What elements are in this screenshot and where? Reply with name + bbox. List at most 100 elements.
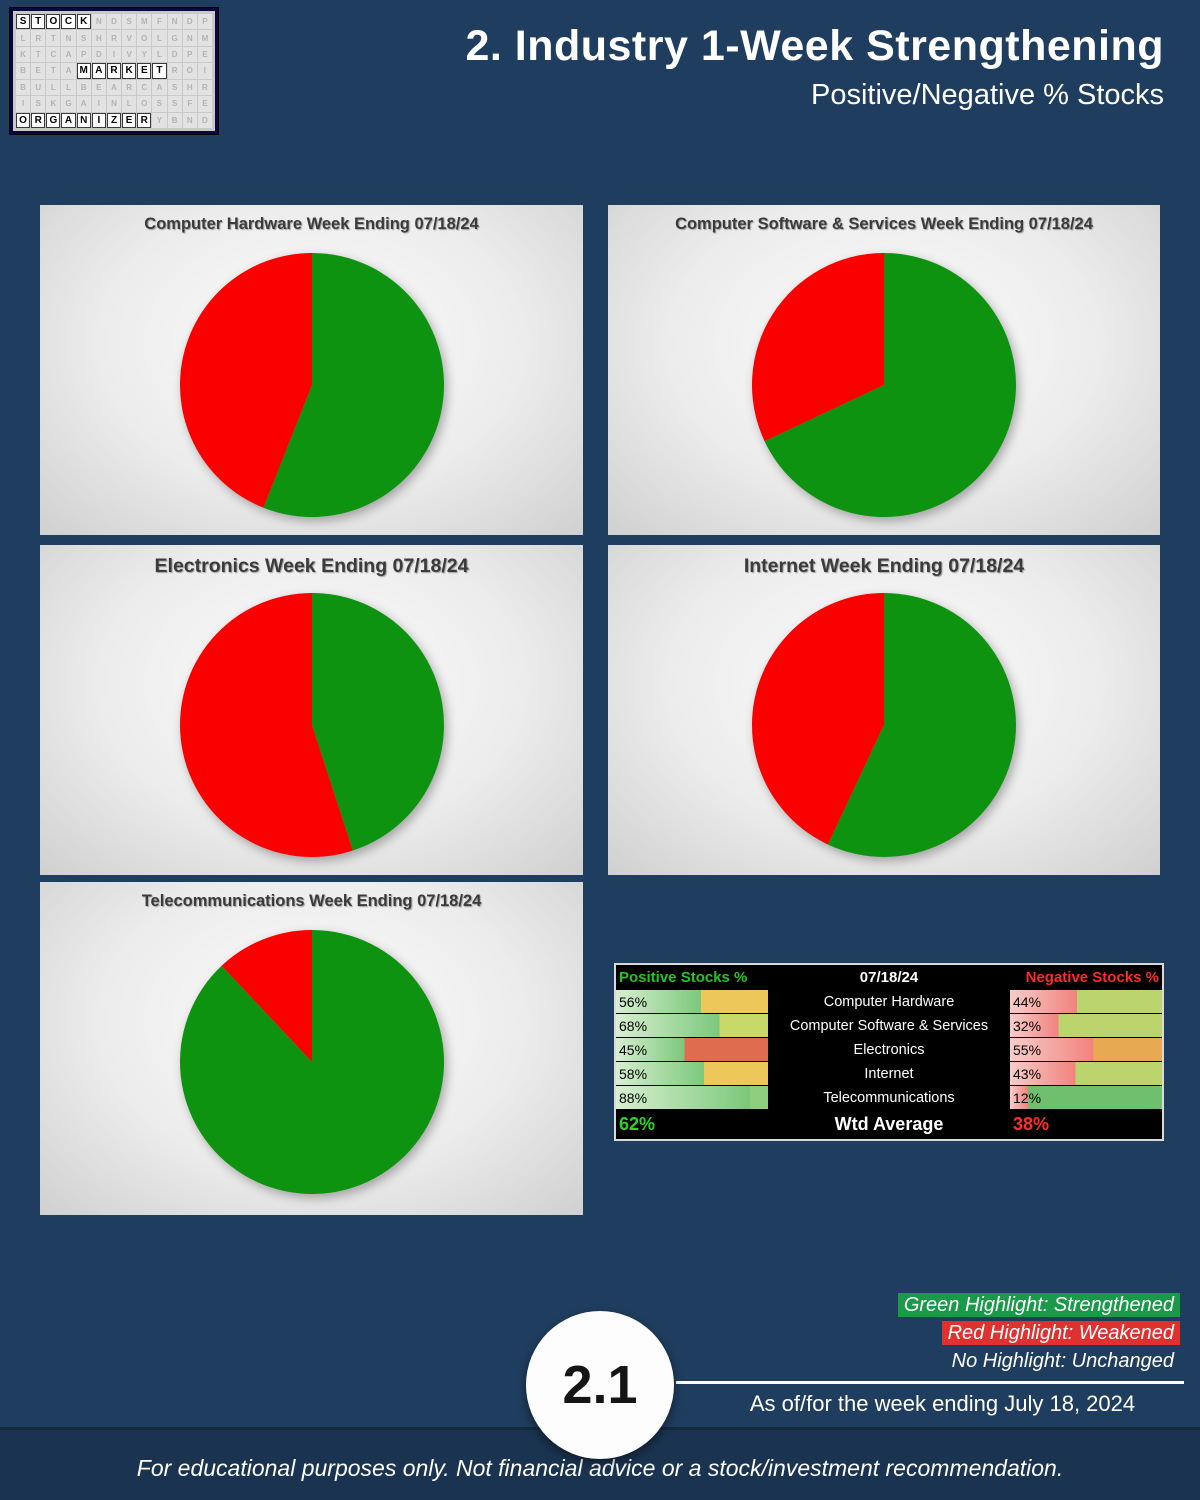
logo-filler-cell: D: [182, 14, 197, 30]
legend-text: Green Highlight: Strengthened: [897, 1293, 1180, 1317]
logo-filler-cell: C: [137, 79, 152, 96]
logo-letter-cell: S: [16, 14, 31, 30]
logo-letter-cell: R: [31, 112, 46, 128]
logo-filler-cell: D: [106, 14, 122, 30]
page-number: 2.1: [562, 1355, 638, 1415]
legend-text: Red Highlight: Weakened: [941, 1321, 1180, 1345]
logo-filler-cell: R: [122, 79, 137, 96]
logo-filler-cell: R: [197, 79, 212, 96]
legend-row: Red Highlight: Weakened: [898, 1321, 1180, 1345]
logo-filler-cell: D: [167, 46, 182, 63]
logo-filler-cell: B: [76, 79, 91, 96]
logo-filler-cell: P: [76, 46, 91, 63]
logo-filler-cell: G: [167, 30, 182, 46]
logo-filler-cell: S: [76, 30, 91, 46]
pie-slice-negative: [221, 930, 312, 1062]
logo-letter-cell: I: [91, 112, 106, 128]
logo-filler-cell: N: [182, 30, 197, 46]
logo-filler-cell: K: [16, 46, 31, 63]
logo-letter-cell: K: [76, 14, 91, 30]
industry-cell: Computer Software & Services: [769, 1014, 1009, 1037]
logo-filler-cell: L: [152, 46, 167, 63]
logo-filler-cell: V: [122, 46, 137, 63]
as-of-text: As of/for the week ending July 18, 2024: [749, 1391, 1136, 1416]
logo-filler-cell: S: [31, 96, 46, 112]
pie-panel: Electronics Week Ending 07/18/2455 ,45%6…: [40, 545, 583, 875]
logo-filler-cell: A: [152, 79, 167, 96]
table-row: 45% Electronics 55%: [616, 1038, 1162, 1061]
logo-filler-cell: B: [16, 63, 31, 79]
pie-slice-positive: [262, 253, 444, 517]
logo-filler-cell: L: [46, 79, 61, 96]
logo-filler-cell: N: [61, 30, 76, 46]
logo-filler-cell: N: [167, 14, 182, 30]
pie-panel: Computer Software & Services Week Ending…: [608, 205, 1160, 535]
pie-chart: [179, 930, 444, 1194]
pie-chart: [751, 593, 1016, 857]
logo-letter-cell: R: [106, 63, 122, 79]
logo-filler-cell: R: [31, 30, 46, 46]
logo-filler-cell: N: [182, 112, 197, 128]
negative-bar-cell: 55%: [1010, 1038, 1162, 1061]
logo-filler-cell: P: [197, 14, 212, 30]
chart-title: Computer Hardware Week Ending 07/18/24: [144, 215, 479, 233]
logo-filler-cell: R: [106, 30, 122, 46]
pie-slice-positive: [311, 593, 444, 851]
logo-filler-cell: L: [16, 30, 31, 46]
chart-title: Internet Week Ending 07/18/24: [743, 555, 1025, 577]
industry-cell: Electronics: [769, 1038, 1009, 1061]
pie-slice-negative: [179, 593, 353, 857]
logo-letter-cell: C: [61, 14, 76, 30]
logo-filler-cell: F: [182, 96, 197, 112]
logo-filler-cell: A: [61, 63, 76, 79]
chart-title: Electronics Week Ending 07/18/24: [154, 555, 469, 577]
logo-letter-cell: Z: [106, 112, 122, 128]
pie-slice-positive: [827, 593, 1016, 857]
logo-filler-cell: I: [91, 96, 106, 112]
table-row: 56% Computer Hardware 44%: [616, 990, 1162, 1013]
logo-filler-cell: Y: [137, 46, 152, 63]
logo-filler-cell: M: [197, 30, 212, 46]
logo-filler-cell: U: [31, 79, 46, 96]
pie-slice-positive: [179, 930, 444, 1194]
logo-filler-cell: T: [46, 63, 61, 79]
pie-slice-negative: [751, 593, 884, 845]
table-row: 68% Computer Software & Services 32%: [616, 1014, 1162, 1037]
logo-filler-cell: B: [16, 79, 31, 96]
page-subtitle: Positive/Negative % Stocks: [811, 79, 1164, 111]
logo-letter-cell: T: [31, 14, 46, 30]
logo-filler-cell: I: [197, 63, 212, 79]
logo-filler-cell: E: [91, 79, 106, 96]
as-of-rule: [676, 1381, 1184, 1384]
logo-filler-cell: V: [122, 30, 137, 46]
logo-filler-cell: O: [137, 96, 152, 112]
pie-chart: [179, 593, 444, 857]
logo-filler-cell: N: [91, 14, 106, 30]
logo-letter-cell: A: [61, 112, 76, 128]
logo-filler-cell: G: [61, 96, 76, 112]
table-header-row: Positive Stocks % 07/18/24 Negative Stocks…: [616, 965, 1162, 989]
logo-letter-cell: K: [122, 63, 137, 79]
disclaimer-text: For educational purposes only. Not finan…: [136, 1455, 1064, 1481]
positive-bar-cell: 58%: [616, 1062, 768, 1085]
page-title: 2. Industry 1-Week Strengthening: [465, 22, 1164, 70]
table-header-negative: Negative Stocks %: [1010, 965, 1162, 989]
chart-title: Telecommunications Week Ending 07/18/24: [141, 892, 482, 910]
logo-letter-cell: N: [76, 112, 91, 128]
logo-letter-cell: M: [76, 63, 91, 79]
logo-filler-cell: E: [197, 46, 212, 63]
legend-row: No Highlight: Unchanged: [898, 1350, 1180, 1373]
logo-filler-cell: L: [61, 79, 76, 96]
logo-filler-cell: D: [91, 46, 106, 63]
logo-filler-cell: L: [152, 30, 167, 46]
logo-filler-cell: M: [137, 14, 152, 30]
logo-letter-cell: O: [46, 14, 61, 30]
logo-filler-cell: A: [76, 96, 91, 112]
logo-letter-cell: G: [46, 112, 61, 128]
logo-letter-cell: T: [152, 63, 167, 79]
pie-panel: Telecommunications Week Ending 07/18/244…: [40, 882, 583, 1215]
logo-filler-cell: S: [152, 96, 167, 112]
positive-bar-cell: 88%: [616, 1086, 768, 1109]
